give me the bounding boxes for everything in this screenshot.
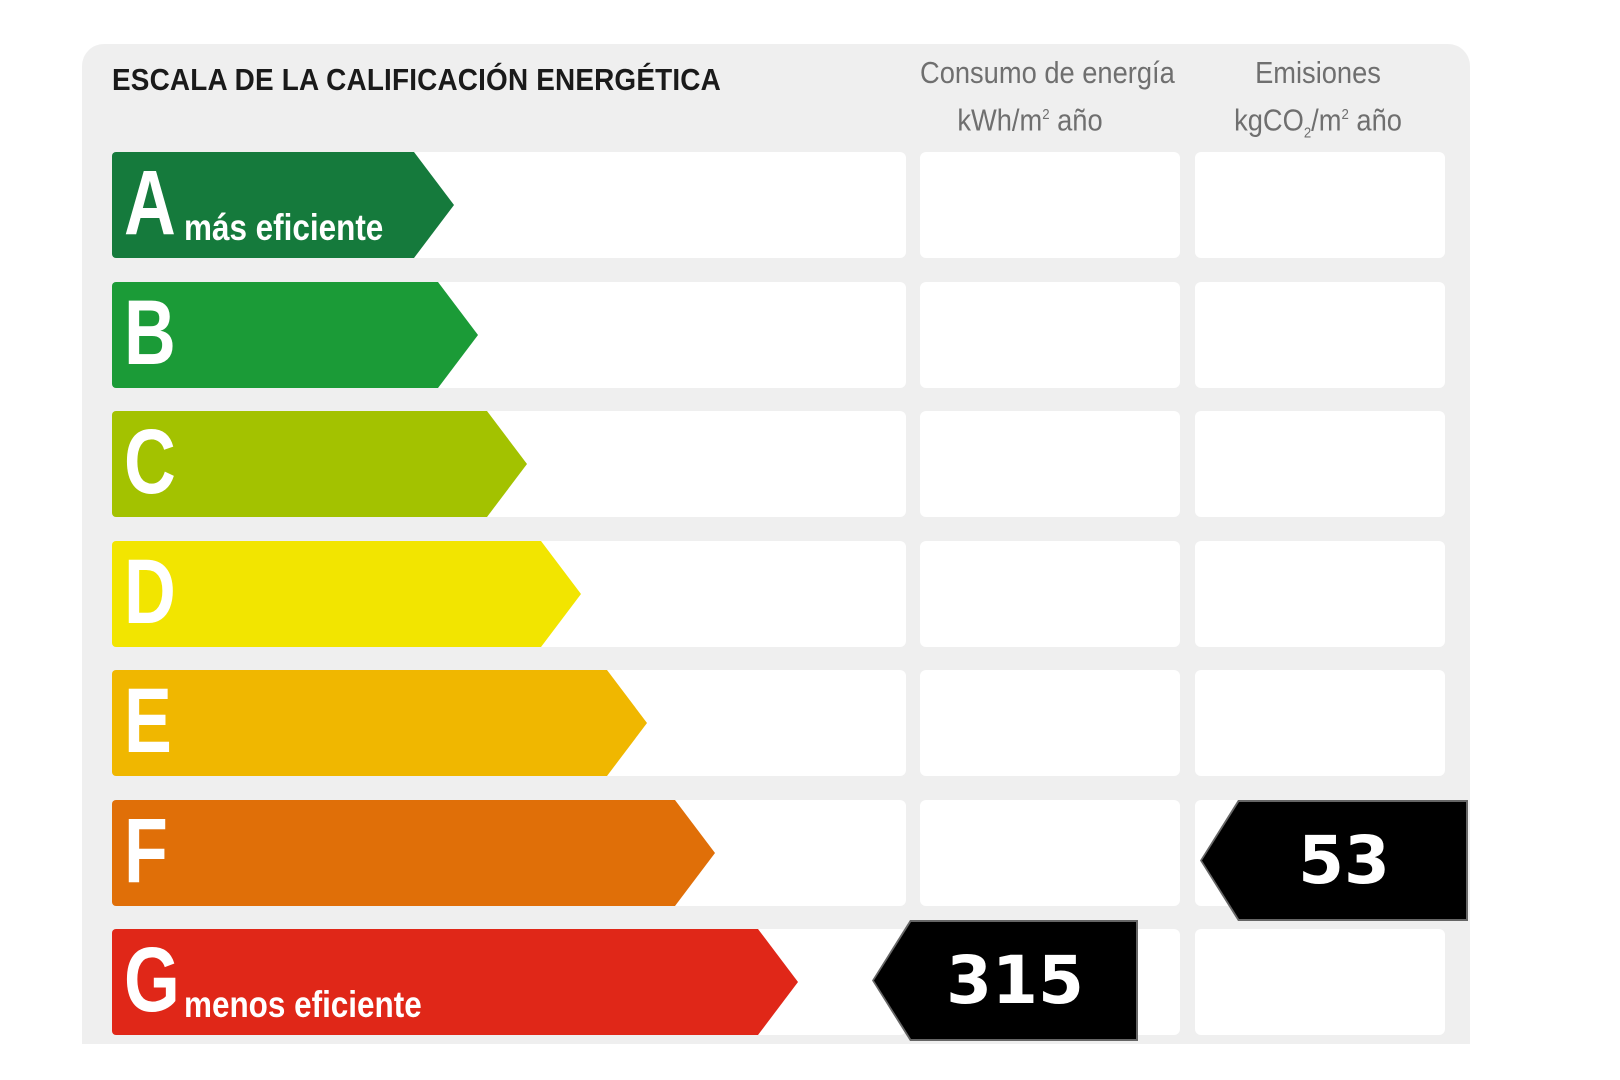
rating-sublabel: menos eficiente (184, 984, 422, 1025)
rating-bar-d: D (112, 541, 581, 647)
consumption-cell (920, 800, 1180, 906)
rating-bar-c: C (112, 411, 527, 517)
consumption-result-marker: 315 (872, 920, 1138, 1041)
rating-letter: B (124, 282, 176, 385)
consumption-result-value: 315 (874, 922, 1136, 1039)
consumption-header-line1: Consumo de energía (920, 55, 1175, 90)
emissions-header-line1: Emisiones (1255, 55, 1381, 90)
rating-bar-b: B (112, 282, 478, 388)
emissions-cell (1195, 152, 1445, 258)
label-title: ESCALA DE LA CALIFICACIÓN ENERGÉTICA (112, 62, 721, 97)
rating-bar-e: E (112, 670, 647, 776)
consumption-cell (920, 411, 1180, 517)
rating-letter: E (124, 670, 172, 773)
rating-letter: A (124, 152, 176, 255)
rating-letter: F (124, 800, 168, 903)
rating-bar-f: F (112, 800, 715, 906)
emissions-cell (1195, 670, 1445, 776)
emissions-result-value: 53 (1202, 802, 1466, 919)
rating-sublabel: más eficiente (184, 207, 384, 248)
emissions-cell (1195, 929, 1445, 1035)
emissions-cell (1195, 541, 1445, 647)
emissions-column-header: Emisiones kgCO2/m2 año (1214, 52, 1422, 155)
rating-letter: D (124, 541, 176, 644)
emissions-result-marker: 53 (1200, 800, 1468, 921)
consumption-header-unit: kWh/m2 año (957, 102, 1103, 138)
rating-letter: G (124, 929, 180, 1032)
consumption-cell (920, 152, 1180, 258)
emissions-cell (1195, 411, 1445, 517)
consumption-cell (920, 282, 1180, 388)
emissions-cell (1195, 282, 1445, 388)
rating-letter: C (124, 411, 176, 514)
emissions-header-unit: kgCO2/m2 año (1234, 102, 1402, 142)
consumption-column-header: Consumo de energía kWh/m2 año (920, 52, 1175, 141)
consumption-cell (920, 541, 1180, 647)
consumption-cell (920, 670, 1180, 776)
